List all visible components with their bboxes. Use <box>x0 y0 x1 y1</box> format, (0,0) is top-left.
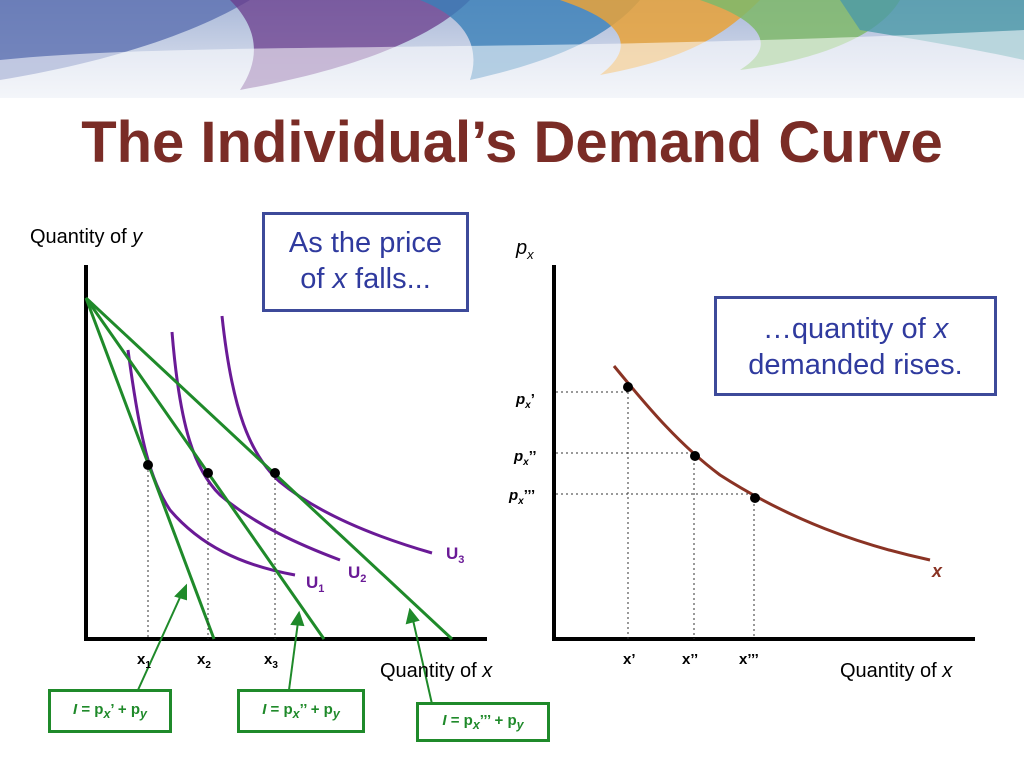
price-tick-3: px’’’ <box>508 487 535 507</box>
left-x-axis-label: Quantity of x <box>380 660 493 682</box>
tangency-point-2 <box>203 468 213 478</box>
demand-point-3 <box>750 493 760 503</box>
curve-label-u3: U3 <box>446 544 464 566</box>
quantity-tick-1: x’ <box>623 651 636 668</box>
quantity-tick-2: x’’ <box>682 651 698 668</box>
quantity-rises-callout: …quantity of x demanded rises. <box>714 296 997 396</box>
curve-label-u1: U1 <box>306 573 324 595</box>
demand-point-2 <box>690 451 700 461</box>
indifference-curve-u1 <box>126 349 296 577</box>
budget-line-3 <box>84 296 454 641</box>
indifference-curve-u3 <box>220 315 433 555</box>
x-tick-1: x1 <box>137 651 151 671</box>
demand-curve <box>612 365 931 562</box>
left-panel-axes <box>84 265 487 641</box>
tangency-point-3 <box>270 468 280 478</box>
demand-curve-label: x <box>931 561 943 581</box>
curve-label-u2: U2 <box>348 563 366 585</box>
price-tick-2: px’’ <box>513 448 537 468</box>
price-tick-1: px’ <box>515 391 535 411</box>
right-y-axis-label: px <box>516 237 534 262</box>
page-title: The Individual’s Demand Curve <box>81 110 943 175</box>
budget-box-1: I = px’ + py <box>48 689 172 733</box>
budget-arrows <box>137 583 433 705</box>
tangency-point-1 <box>143 460 153 470</box>
x-tick-3: x3 <box>264 651 278 671</box>
demand-point-1 <box>623 382 633 392</box>
quantity-tick-3: x’’’ <box>739 651 759 668</box>
budget-box-3: I = px’’’ + py <box>416 702 550 742</box>
price-falls-callout: As the price of x falls... <box>262 212 469 312</box>
right-panel-axes <box>552 265 975 641</box>
indifference-curve-u2 <box>170 331 341 562</box>
tangency-points <box>143 460 280 639</box>
budget-line-2 <box>84 297 326 640</box>
right-x-axis-label: Quantity of x <box>840 660 953 682</box>
banner-art <box>0 0 1024 98</box>
decorative-banner <box>0 0 1024 98</box>
left-y-axis-label: Quantity of y <box>30 226 143 248</box>
x-tick-2: x2 <box>197 651 211 671</box>
demand-points <box>556 382 760 639</box>
budget-box-2: I = px’’ + py <box>237 689 365 733</box>
